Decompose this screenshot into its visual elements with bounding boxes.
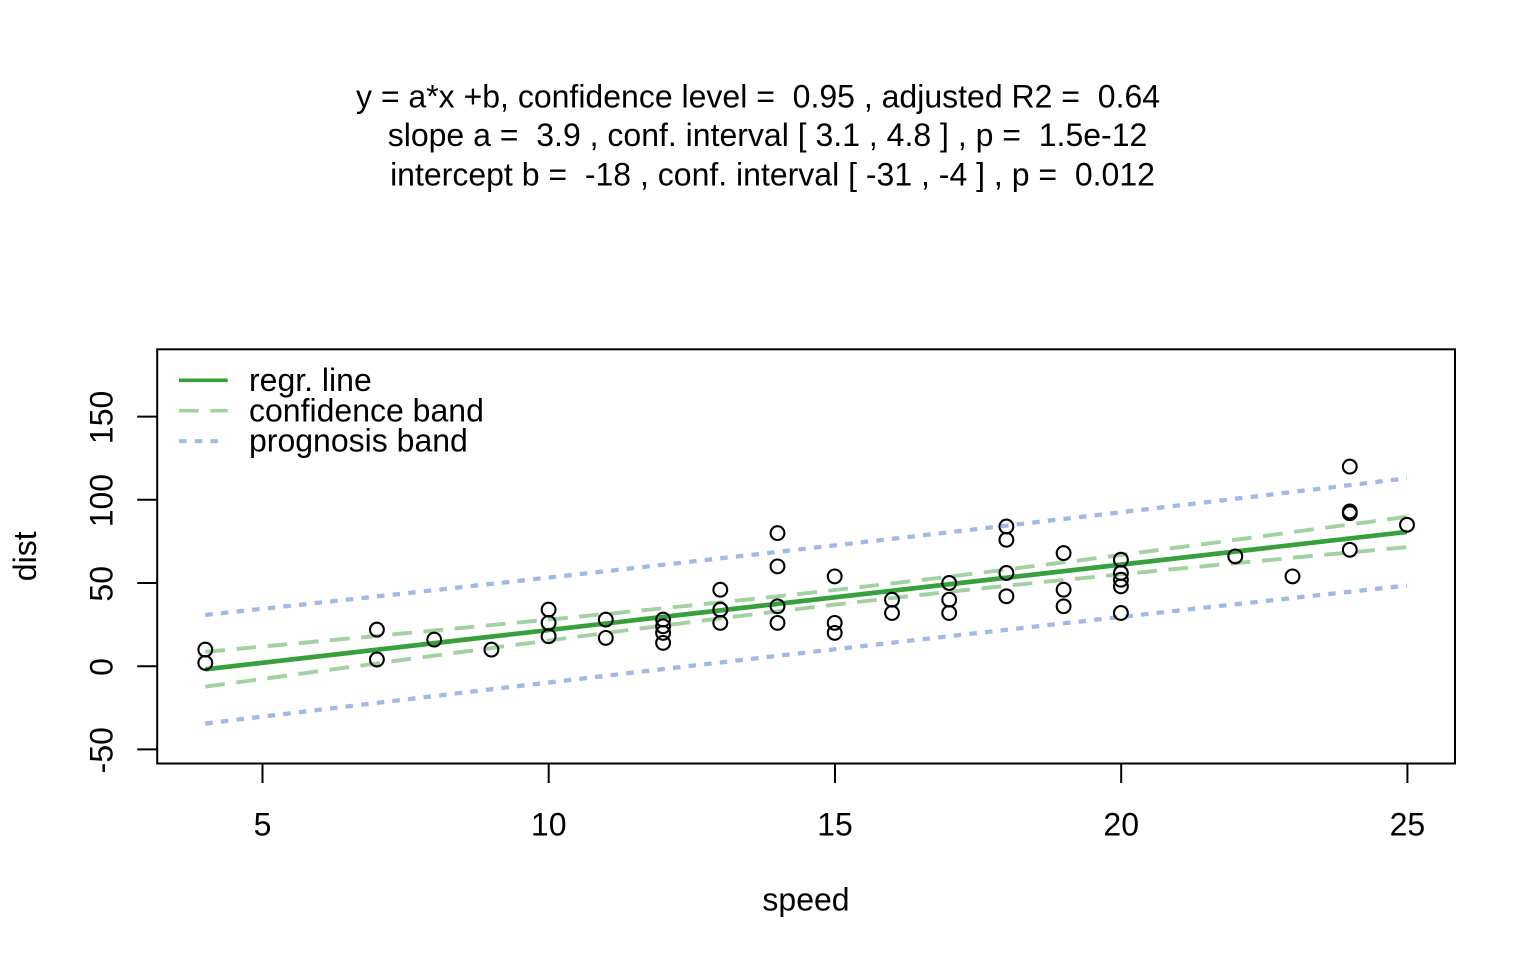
svg-text:150: 150 <box>83 391 119 444</box>
svg-text:25: 25 <box>1390 806 1426 842</box>
svg-text:confidence band: confidence band <box>249 392 484 428</box>
svg-text:15: 15 <box>817 806 853 842</box>
svg-text:100: 100 <box>83 474 119 527</box>
svg-text:-50: -50 <box>83 727 119 773</box>
svg-text:regr. line: regr. line <box>249 362 372 398</box>
svg-text:slope a = 3.9 , conf. interva: slope a = 3.9 , conf. interval [ 3.1 , 4… <box>388 117 1148 153</box>
svg-text:20: 20 <box>1103 806 1139 842</box>
svg-text:prognosis band: prognosis band <box>249 423 468 459</box>
svg-text:50: 50 <box>83 566 119 602</box>
svg-text:5: 5 <box>254 806 272 842</box>
svg-text:dist: dist <box>7 531 43 581</box>
svg-text:y = a*x +b, confidence level =: y = a*x +b, confidence level = 0.95 , ad… <box>356 79 1160 115</box>
svg-text:0: 0 <box>83 658 119 676</box>
svg-text:10: 10 <box>531 806 567 842</box>
svg-text:speed: speed <box>762 882 849 918</box>
svg-text:intercept b = -18 , conf. int: intercept b = -18 , conf. interval [ -31… <box>390 156 1155 192</box>
